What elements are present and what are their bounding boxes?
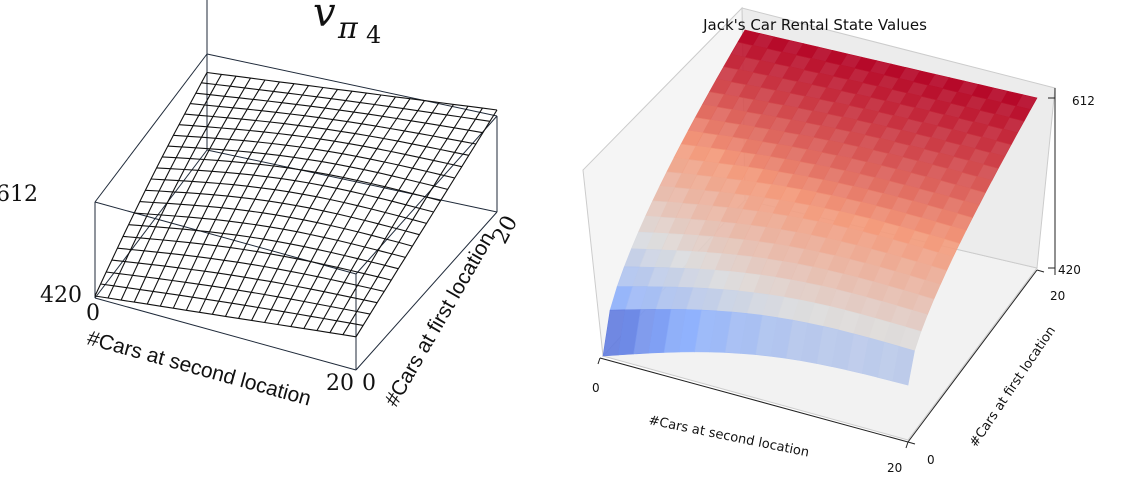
y-tick-0: 0 xyxy=(927,453,935,467)
x-tick-20: 20 xyxy=(887,461,902,475)
mesh-line xyxy=(190,103,477,145)
box-base-edge xyxy=(206,149,498,213)
x-axis-line xyxy=(599,357,909,443)
z-tick-min: 420 xyxy=(1058,263,1081,277)
mesh-line xyxy=(195,92,483,134)
mesh-line xyxy=(206,71,498,111)
x-tick xyxy=(597,357,601,365)
mesh-line xyxy=(264,96,396,323)
mesh-line xyxy=(277,98,411,325)
chart-title: Jack's Car Rental State Values xyxy=(702,16,927,34)
colormap-surface-chart: Jack's Car Rental State Values 612 420 0… xyxy=(582,6,1095,475)
x-axis-label: #Cars at second location xyxy=(647,413,810,460)
colored-surface xyxy=(602,29,1038,386)
mesh-line xyxy=(173,134,455,179)
wireframe-surface-chart: v π 4 612 420 0 20 0 20 #Cars at second … xyxy=(0,0,523,411)
mesh-line xyxy=(238,92,367,319)
x-tick-0: 0 xyxy=(86,301,100,326)
box-base-edge xyxy=(94,297,357,371)
box-base-edge xyxy=(94,149,208,299)
mesh-line xyxy=(290,100,425,327)
x-tick-0: 0 xyxy=(592,381,600,395)
y-axis-line xyxy=(907,269,1038,443)
box-top-edge xyxy=(94,53,208,203)
mesh-line xyxy=(251,94,382,321)
mesh-line xyxy=(303,102,440,329)
chart-title: v xyxy=(313,0,336,36)
mesh-line xyxy=(94,72,208,297)
mesh-line xyxy=(150,178,427,224)
mesh-line xyxy=(329,105,469,333)
mesh-line xyxy=(184,113,469,156)
mesh-line xyxy=(167,145,448,190)
mesh-line xyxy=(178,124,462,168)
title-subscript-index: 4 xyxy=(366,21,381,49)
mesh-line xyxy=(172,83,295,309)
z-tick-max: 612 xyxy=(1072,94,1095,108)
box-top-edge xyxy=(206,53,498,117)
z-tick-max: 612 xyxy=(0,182,38,207)
z-tick-min: 420 xyxy=(40,283,82,308)
y-tick-0: 0 xyxy=(362,371,376,396)
mesh-line xyxy=(342,107,483,335)
y-tick xyxy=(1036,269,1045,273)
y-tick-20: 20 xyxy=(1050,289,1065,303)
wireframe-mesh xyxy=(94,71,498,338)
x-tick xyxy=(905,441,909,449)
y-tick xyxy=(907,441,916,445)
x-axis-label: #Cars at second location xyxy=(85,327,314,411)
mesh-line xyxy=(355,109,498,338)
x-tick-20: 20 xyxy=(326,371,354,396)
title-main: v xyxy=(313,0,336,36)
tick-marks xyxy=(597,97,1055,449)
mesh-line xyxy=(316,104,454,331)
mesh-line xyxy=(156,167,434,213)
mesh-line xyxy=(162,156,441,202)
title-subscript: π xyxy=(337,11,359,46)
mesh-line xyxy=(201,82,490,122)
surface-patch xyxy=(892,346,915,386)
mesh-line xyxy=(117,247,385,292)
box-base-edge xyxy=(355,211,498,371)
